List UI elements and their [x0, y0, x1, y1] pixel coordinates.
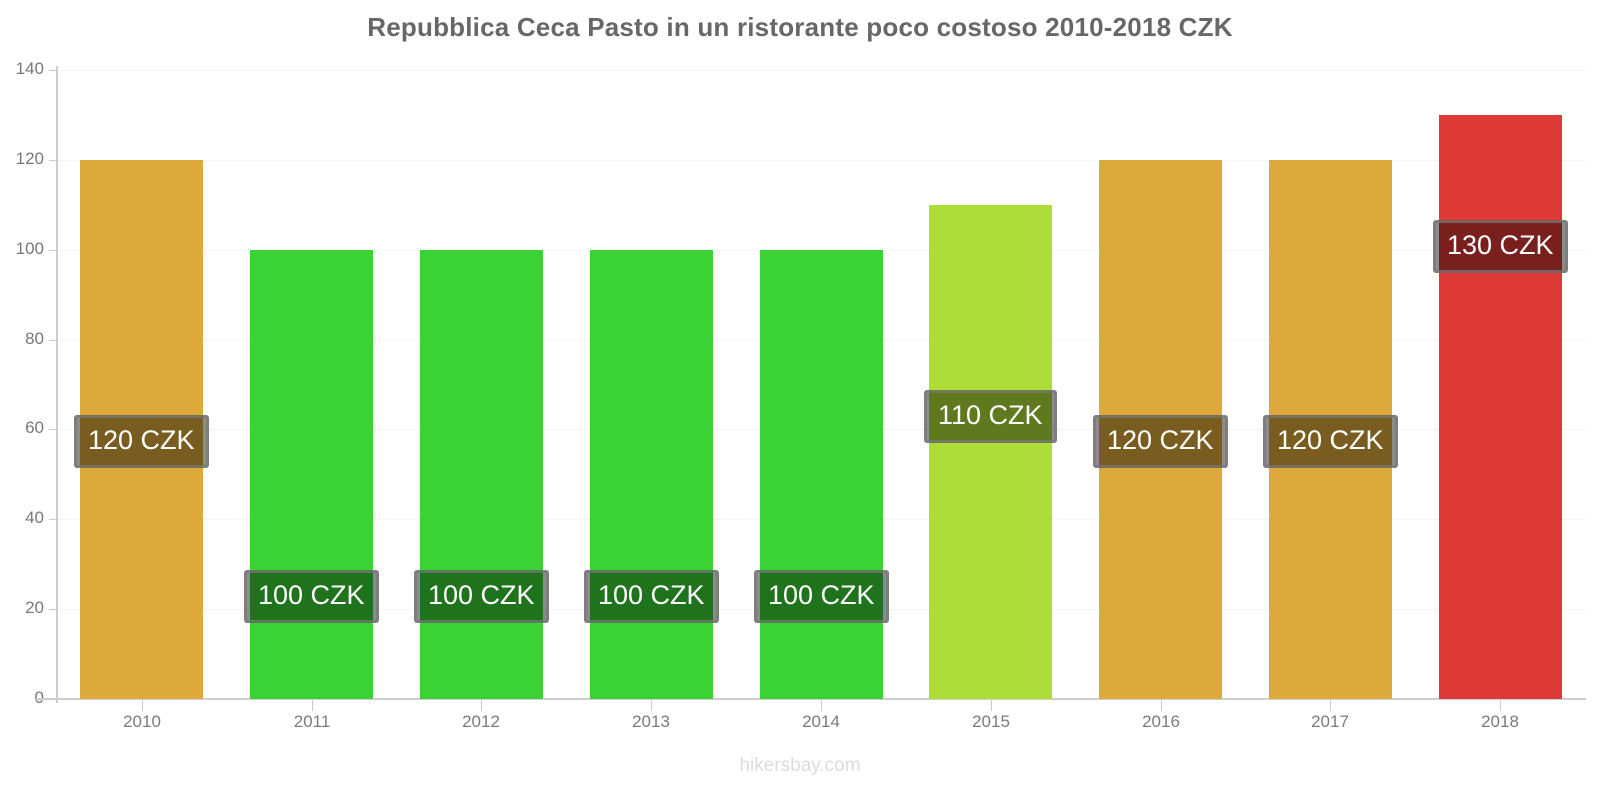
y-axis-tick-label: 60	[25, 418, 44, 437]
y-axis-tick-mark	[49, 609, 56, 610]
y-axis-tick-mark	[49, 340, 56, 341]
bar-2018[interactable]	[1439, 115, 1562, 699]
y-axis-tick-label: 100	[15, 239, 44, 258]
bar-value-label-2016: 120 CZK	[1093, 415, 1228, 468]
y-axis-tick-mark	[49, 70, 56, 71]
y-axis-tick-label: 80	[25, 329, 44, 348]
x-axis-tick-label-2015: 2015	[972, 712, 1010, 731]
bar-value-label-2010: 120 CZK	[74, 415, 209, 468]
chart-title: Repubblica Ceca Pasto in un ristorante p…	[367, 12, 1233, 42]
x-axis-tick-mark	[312, 700, 313, 711]
y-axis-tick-mark	[49, 429, 56, 430]
watermark: hikersbay.com	[739, 755, 861, 776]
bar-2014[interactable]	[760, 250, 883, 699]
bar-2017[interactable]	[1269, 160, 1392, 699]
y-axis-tick-label: 0	[0, 688, 44, 708]
y-axis-tick-label: 120	[15, 149, 44, 168]
bar-value-label-2017: 120 CZK	[1263, 415, 1398, 468]
x-axis-tick-mark	[991, 700, 992, 711]
y-axis-tick-label: 20	[25, 598, 44, 617]
bar-value-label-2013: 100 CZK	[584, 570, 719, 623]
gridline	[57, 70, 1586, 71]
x-axis-line	[36, 698, 1586, 700]
y-axis-tick-mark	[49, 160, 56, 161]
bar-2012[interactable]	[420, 250, 543, 699]
x-axis-tick-label-2010: 2010	[123, 712, 161, 731]
x-axis-tick-mark	[142, 700, 143, 711]
y-axis-tick-label: 40	[25, 508, 44, 527]
x-axis-tick-label-2013: 2013	[632, 712, 670, 731]
bar-value-label-2011: 100 CZK	[244, 570, 379, 623]
x-axis-tick-mark	[651, 700, 652, 711]
gridline	[57, 160, 1586, 161]
x-axis-tick-label-2014: 2014	[802, 712, 840, 731]
bar-value-label-2018: 130 CZK	[1433, 220, 1568, 273]
y-axis-tick-mark	[49, 519, 56, 520]
x-axis-tick-label-2011: 2011	[293, 712, 331, 731]
bar-2010[interactable]	[80, 160, 203, 699]
bar-value-label-2014: 100 CZK	[754, 570, 889, 623]
bar-2011[interactable]	[250, 250, 373, 699]
bar-2016[interactable]	[1099, 160, 1222, 699]
bar-value-label-2012: 100 CZK	[414, 570, 549, 623]
bar-2015[interactable]	[929, 205, 1052, 699]
y-axis-tick-mark	[49, 250, 56, 251]
y-axis-tick-label: 140	[15, 59, 44, 78]
x-axis-tick-label-2012: 2012	[462, 712, 500, 731]
x-axis-tick-label-2016: 2016	[1142, 712, 1180, 731]
x-axis-tick-mark	[481, 700, 482, 711]
x-axis-tick-label-2018: 2018	[1481, 712, 1519, 731]
x-axis-tick-mark	[1330, 700, 1331, 711]
y-axis-line	[56, 66, 58, 703]
x-axis-tick-mark	[1161, 700, 1162, 711]
x-axis-tick-label-2017: 2017	[1311, 712, 1349, 731]
bar-2013[interactable]	[590, 250, 713, 699]
x-axis-tick-mark	[1500, 700, 1501, 711]
bar-value-label-2015: 110 CZK	[924, 390, 1057, 443]
x-axis-tick-mark	[821, 700, 822, 711]
